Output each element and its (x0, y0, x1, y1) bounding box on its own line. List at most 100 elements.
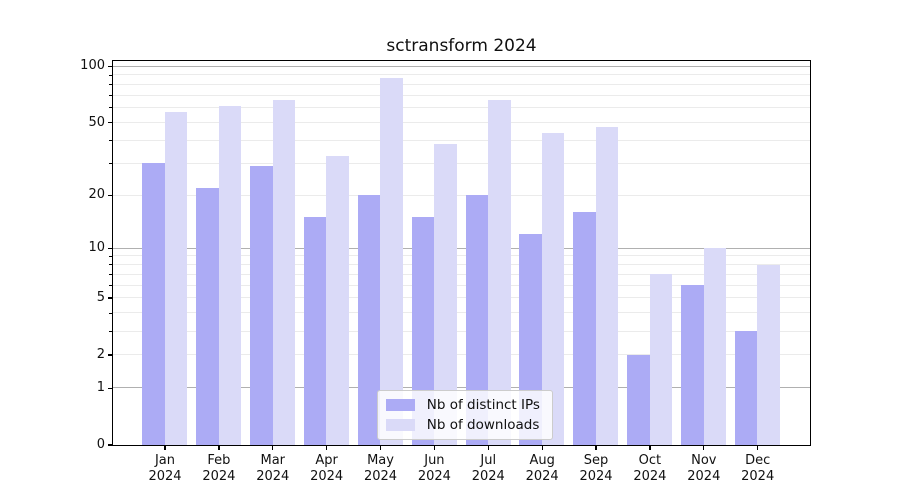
y-tick-minor-9 (109, 255, 112, 257)
x-tick-label-nov: Nov 2024 (674, 453, 734, 484)
x-tick-label-jul: Jul 2024 (458, 453, 518, 484)
gridline-minor-60 (112, 107, 810, 109)
bar-downloads-sep (595, 127, 619, 445)
bar-downloads-mar (272, 99, 296, 445)
x-tick-jun (433, 446, 436, 451)
y-tick-label-20: 20 (88, 187, 105, 203)
x-tick-feb (218, 446, 220, 451)
x-tick-label-feb: Feb 2024 (189, 453, 249, 484)
gridline-minor-90 (112, 74, 810, 76)
x-tick-label-oct: Oct 2024 (620, 453, 680, 484)
x-tick-year-may: 2024 (363, 468, 398, 484)
y-tick-minor-30 (109, 162, 112, 164)
bar-distinct-ips-nov (681, 285, 704, 445)
bar-distinct-ips-jun (411, 217, 435, 445)
y-tick-minor-7 (109, 273, 112, 275)
gridline-minor-40 (112, 139, 810, 141)
x-tick-month-nov: Nov (691, 453, 717, 468)
gridline-minor-70 (112, 94, 810, 96)
y-tick-1 (107, 387, 112, 389)
gridline-major-10 (112, 247, 810, 249)
x-tick-month-oct: Oct (638, 453, 662, 468)
x-tick-year-mar: 2024 (256, 468, 290, 484)
bars-layer (113, 61, 810, 445)
y-tick-minor-4 (109, 312, 112, 314)
gridline-major-100 (112, 65, 810, 67)
y-tick-label-100: 100 (80, 58, 105, 74)
gridline-minor-80 (112, 83, 810, 85)
x-tick-label-may: May 2024 (351, 453, 411, 484)
y-tick-20 (107, 194, 112, 196)
y-tick-minor-6 (109, 284, 112, 286)
bar-downloads-apr (326, 155, 349, 445)
y-tick-50 (107, 121, 112, 124)
x-tick-year-jul: 2024 (471, 468, 505, 484)
y-tick-10 (107, 247, 112, 250)
x-tick-year-nov: 2024 (687, 468, 721, 484)
x-tick-sep (595, 446, 597, 451)
y-tick-label-0: 0 (96, 437, 105, 452)
x-tick-dec (757, 446, 759, 451)
x-tick-mar (272, 446, 274, 451)
legend-entry-distinct-ips: Nb of distinct IPs (385, 396, 540, 413)
bar-distinct-ips-dec (734, 331, 758, 445)
legend: Nb of distinct IPs Nb of downloads (376, 389, 553, 440)
y-tick-label-1: 1 (96, 380, 105, 396)
bar-distinct-ips-jan (142, 163, 165, 445)
bar-downloads-jan (164, 111, 188, 445)
x-tick-month-mar: Mar (260, 453, 286, 468)
gridline-minor-4 (112, 312, 810, 314)
x-tick-year-jan: 2024 (148, 468, 182, 484)
legend-label-distinct-ips: Nb of distinct IPs (426, 396, 540, 413)
x-tick-month-feb: Feb (207, 453, 231, 468)
gridline-minor-3 (112, 330, 810, 332)
x-tick-oct (649, 446, 651, 451)
y-tick-minor-40 (109, 139, 112, 141)
x-tick-year-oct: 2024 (633, 468, 667, 484)
y-tick-minor-8 (109, 264, 112, 266)
bar-downloads-jun (434, 144, 457, 445)
x-tick-month-jul: Jul (480, 453, 497, 468)
y-tick-0 (107, 444, 112, 446)
y-tick-100 (107, 65, 112, 68)
gridline-minor-30 (112, 162, 810, 164)
y-tick-minor-80 (109, 84, 112, 86)
legend-label-downloads: Nb of downloads (426, 416, 540, 433)
x-tick-label-jan: Jan 2024 (135, 453, 195, 484)
x-tick-month-may: May (367, 453, 394, 468)
gridline-minor-50 (112, 121, 810, 123)
bar-downloads-dec (757, 264, 780, 445)
y-tick-2 (107, 354, 112, 356)
x-tick-month-sep: Sep (583, 453, 609, 468)
gridline-minor-5 (112, 297, 810, 299)
bar-distinct-ips-sep (573, 212, 596, 445)
y-tick-5 (107, 297, 112, 299)
bar-distinct-ips-oct (627, 354, 650, 445)
x-tick-month-dec: Dec (745, 453, 771, 468)
x-tick-label-jun: Jun 2024 (404, 453, 464, 484)
y-tick-label-2: 2 (96, 346, 105, 362)
y-tick-label-5: 5 (96, 290, 105, 306)
gridline-layer (112, 61, 810, 445)
legend-entry-downloads: Nb of downloads (385, 416, 540, 433)
bar-downloads-aug (541, 132, 565, 445)
bar-downloads-feb (218, 106, 242, 445)
x-tick-year-sep: 2024 (579, 468, 613, 484)
bar-downloads-oct (649, 274, 673, 445)
plot-area: Nb of distinct IPs Nb of downloads (111, 59, 811, 446)
y-tick-minor-3 (109, 330, 112, 332)
gridline-minor-2 (112, 354, 810, 356)
x-tick-month-jun: Jun (424, 453, 445, 468)
gridline-minor-9 (112, 255, 810, 257)
x-tick-year-feb: 2024 (202, 468, 236, 484)
x-tick-year-apr: 2024 (310, 468, 344, 484)
bar-distinct-ips-mar (250, 165, 273, 445)
gridline-minor-20 (112, 194, 810, 196)
y-tick-label-10: 10 (88, 240, 105, 256)
x-tick-month-aug: Aug (529, 453, 555, 468)
x-tick-month-jan: Jan (154, 453, 176, 468)
x-tick-apr (325, 446, 328, 451)
x-tick-label-mar: Mar 2024 (243, 453, 303, 484)
y-tick-minor-90 (109, 74, 112, 76)
